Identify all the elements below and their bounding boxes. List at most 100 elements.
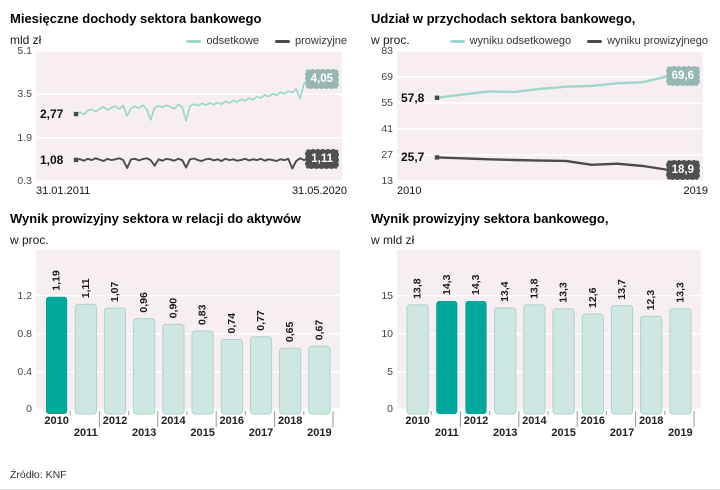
x-axis-year-label: 2012	[464, 415, 488, 427]
bar-value-label: 13,8	[528, 278, 540, 299]
bar-value-label: 12,3	[645, 290, 657, 311]
chart-unit-label: mld zł	[10, 33, 42, 47]
chart-title: Wynik prowizyjny sektora w relacji do ak…	[10, 211, 301, 226]
x-axis: 2010 2019	[397, 185, 708, 197]
y-axis-tick-label: 27	[381, 149, 393, 161]
x-axis-start-label: 2010	[397, 185, 422, 197]
series-end-value-badge: 4,05	[304, 69, 339, 90]
legend-label: wyniku odsetkowego	[469, 35, 572, 47]
y-axis-tick-label: 0.3	[17, 175, 32, 187]
series-endpoint-marker	[73, 157, 79, 163]
bar-value-label: 1,07	[109, 282, 121, 303]
teal-line-swatch	[449, 39, 465, 43]
series-end-value-badge: 1,11	[305, 149, 339, 170]
series-start-value: 1,08	[40, 152, 64, 167]
y-axis-tick-label: 1.9	[17, 131, 32, 144]
bar-2012	[465, 301, 487, 414]
x-axis-year-label: 2011	[435, 427, 459, 439]
bar-chart-svg: 1,19 2010 1,11 2011 1,07 2012 0,96 2013 0,90 2014…	[36, 250, 340, 439]
bar-value-label: 14,3	[441, 274, 453, 295]
panel-commission-result: Wynik prowizyjny sektora bankowego, w ml…	[371, 210, 708, 444]
line-chart-svg	[397, 50, 703, 182]
bar-chart-svg: 13,8 2010 14,3 2011 14,3 2012 13,4 2013 13,8 2014…	[397, 250, 701, 439]
series-start-value: 2,77	[40, 107, 64, 122]
chart-unit-label: w mld zł	[371, 233, 415, 247]
bar-2010	[46, 296, 68, 414]
bar-2019	[669, 308, 692, 415]
bar-value-label: 1,19	[51, 270, 63, 291]
bar-2014	[162, 323, 185, 415]
series-start-value: 25,7	[401, 150, 425, 165]
bar-value-label: 12,6	[587, 287, 599, 308]
x-axis-year-label: 2013	[493, 427, 517, 439]
y-axis: 83 69 55 41 27 13	[371, 45, 397, 187]
chart-subheader: mld zł odsetkowe prowizyjne	[10, 28, 347, 47]
bar-2017	[249, 336, 273, 415]
panel-revenue-share: Udział w przychodach sektora bankowego, …	[371, 10, 708, 197]
y-axis: 1.2 0.8 0.4 0	[10, 250, 36, 444]
chart-subheader: w proc.	[10, 228, 347, 247]
x-axis-start-label: 31.01.2011	[36, 185, 91, 197]
series-endpoint-marker	[73, 111, 79, 117]
dark-line-swatch	[587, 39, 603, 43]
x-axis-year-label: 2014	[161, 415, 186, 427]
bar-2018	[279, 347, 302, 415]
teal-line-swatch	[186, 39, 202, 43]
y-axis-tick-label: 1.2	[17, 289, 32, 302]
line-series-1	[436, 156, 670, 172]
y-axis: 5.1 3.5 1.9 0.3	[10, 45, 36, 187]
x-axis-year-label: 2011	[74, 427, 98, 439]
x-axis-year-label: 2015	[551, 427, 575, 439]
plot-area: 13,8 2010 14,3 2011 14,3 2012 13,4 2013 13,8 2014…	[397, 250, 701, 444]
bar-2014	[523, 304, 546, 415]
x-axis-end-label: 2019	[683, 185, 708, 197]
legend-label: odsetkowe	[206, 35, 260, 47]
legend-item-wynik-odsetkowy: wyniku odsetkowego	[449, 35, 572, 47]
x-axis-year-label: 2013	[132, 427, 156, 439]
y-axis-tick-label: 0	[387, 403, 393, 416]
bar-value-label: 0,67	[313, 320, 325, 341]
series-end-value-badge: 69,6	[665, 65, 700, 86]
bar-2016	[581, 313, 604, 415]
x-axis-year-label: 2018	[639, 415, 663, 427]
line-series-0	[436, 74, 670, 99]
bar-value-label: 0,83	[197, 304, 209, 325]
bar-2011	[74, 303, 97, 415]
bar-value-label: 14,3	[470, 274, 482, 295]
y-axis-tick-label: 41	[381, 123, 393, 135]
bar-2017	[610, 305, 634, 415]
chart-title: Wynik prowizyjny sektora bankowego,	[371, 211, 609, 226]
line-chart-svg	[36, 50, 342, 182]
chart-subheader: w mld zł	[371, 228, 708, 247]
chart-unit-label: w proc.	[10, 233, 49, 247]
x-axis-year-label: 2010	[44, 415, 68, 427]
bar-value-label: 13,3	[558, 282, 570, 303]
bar-value-label: 0,96	[138, 292, 150, 313]
x-axis-year-label: 2016	[220, 415, 244, 427]
legend-label: wyniku prowizyjnego	[607, 35, 708, 47]
chart-legend: odsetkowe prowizyjne	[186, 35, 347, 47]
bar-2013	[133, 318, 156, 415]
bar-2010	[406, 304, 429, 415]
chart-title: Udział w przychodach sektora bankowego,	[371, 11, 636, 26]
bar-2015	[552, 308, 575, 415]
y-axis-tick-label: 13	[381, 175, 393, 187]
line-series-1	[75, 157, 309, 170]
chart-legend: wyniku odsetkowego wyniku prowizyjnego	[449, 35, 708, 47]
bar-2019	[308, 345, 331, 415]
x-axis: 31.01.2011 31.05.2020	[36, 185, 347, 197]
y-axis-tick-label: 0.4	[17, 365, 32, 378]
x-axis-year-label: 2018	[278, 415, 302, 427]
x-axis-year-label: 2010	[405, 415, 429, 427]
x-axis-year-label: 2016	[581, 415, 605, 427]
bar-value-label: 13,8	[412, 278, 424, 299]
x-axis-year-label: 2014	[522, 415, 547, 427]
x-axis-year-label: 2017	[610, 427, 634, 439]
dark-line-swatch	[275, 39, 291, 43]
charts-grid: Miesięczne dochody sektora bankowego mld…	[10, 10, 708, 444]
line-chart-revenue-share: 83 69 55 41 27 13 57,8 25,7 69,6 18,9	[371, 45, 708, 187]
bar-value-label: 0,65	[284, 322, 296, 343]
bar-2013	[494, 307, 517, 415]
x-axis-year-label: 2015	[190, 427, 214, 439]
